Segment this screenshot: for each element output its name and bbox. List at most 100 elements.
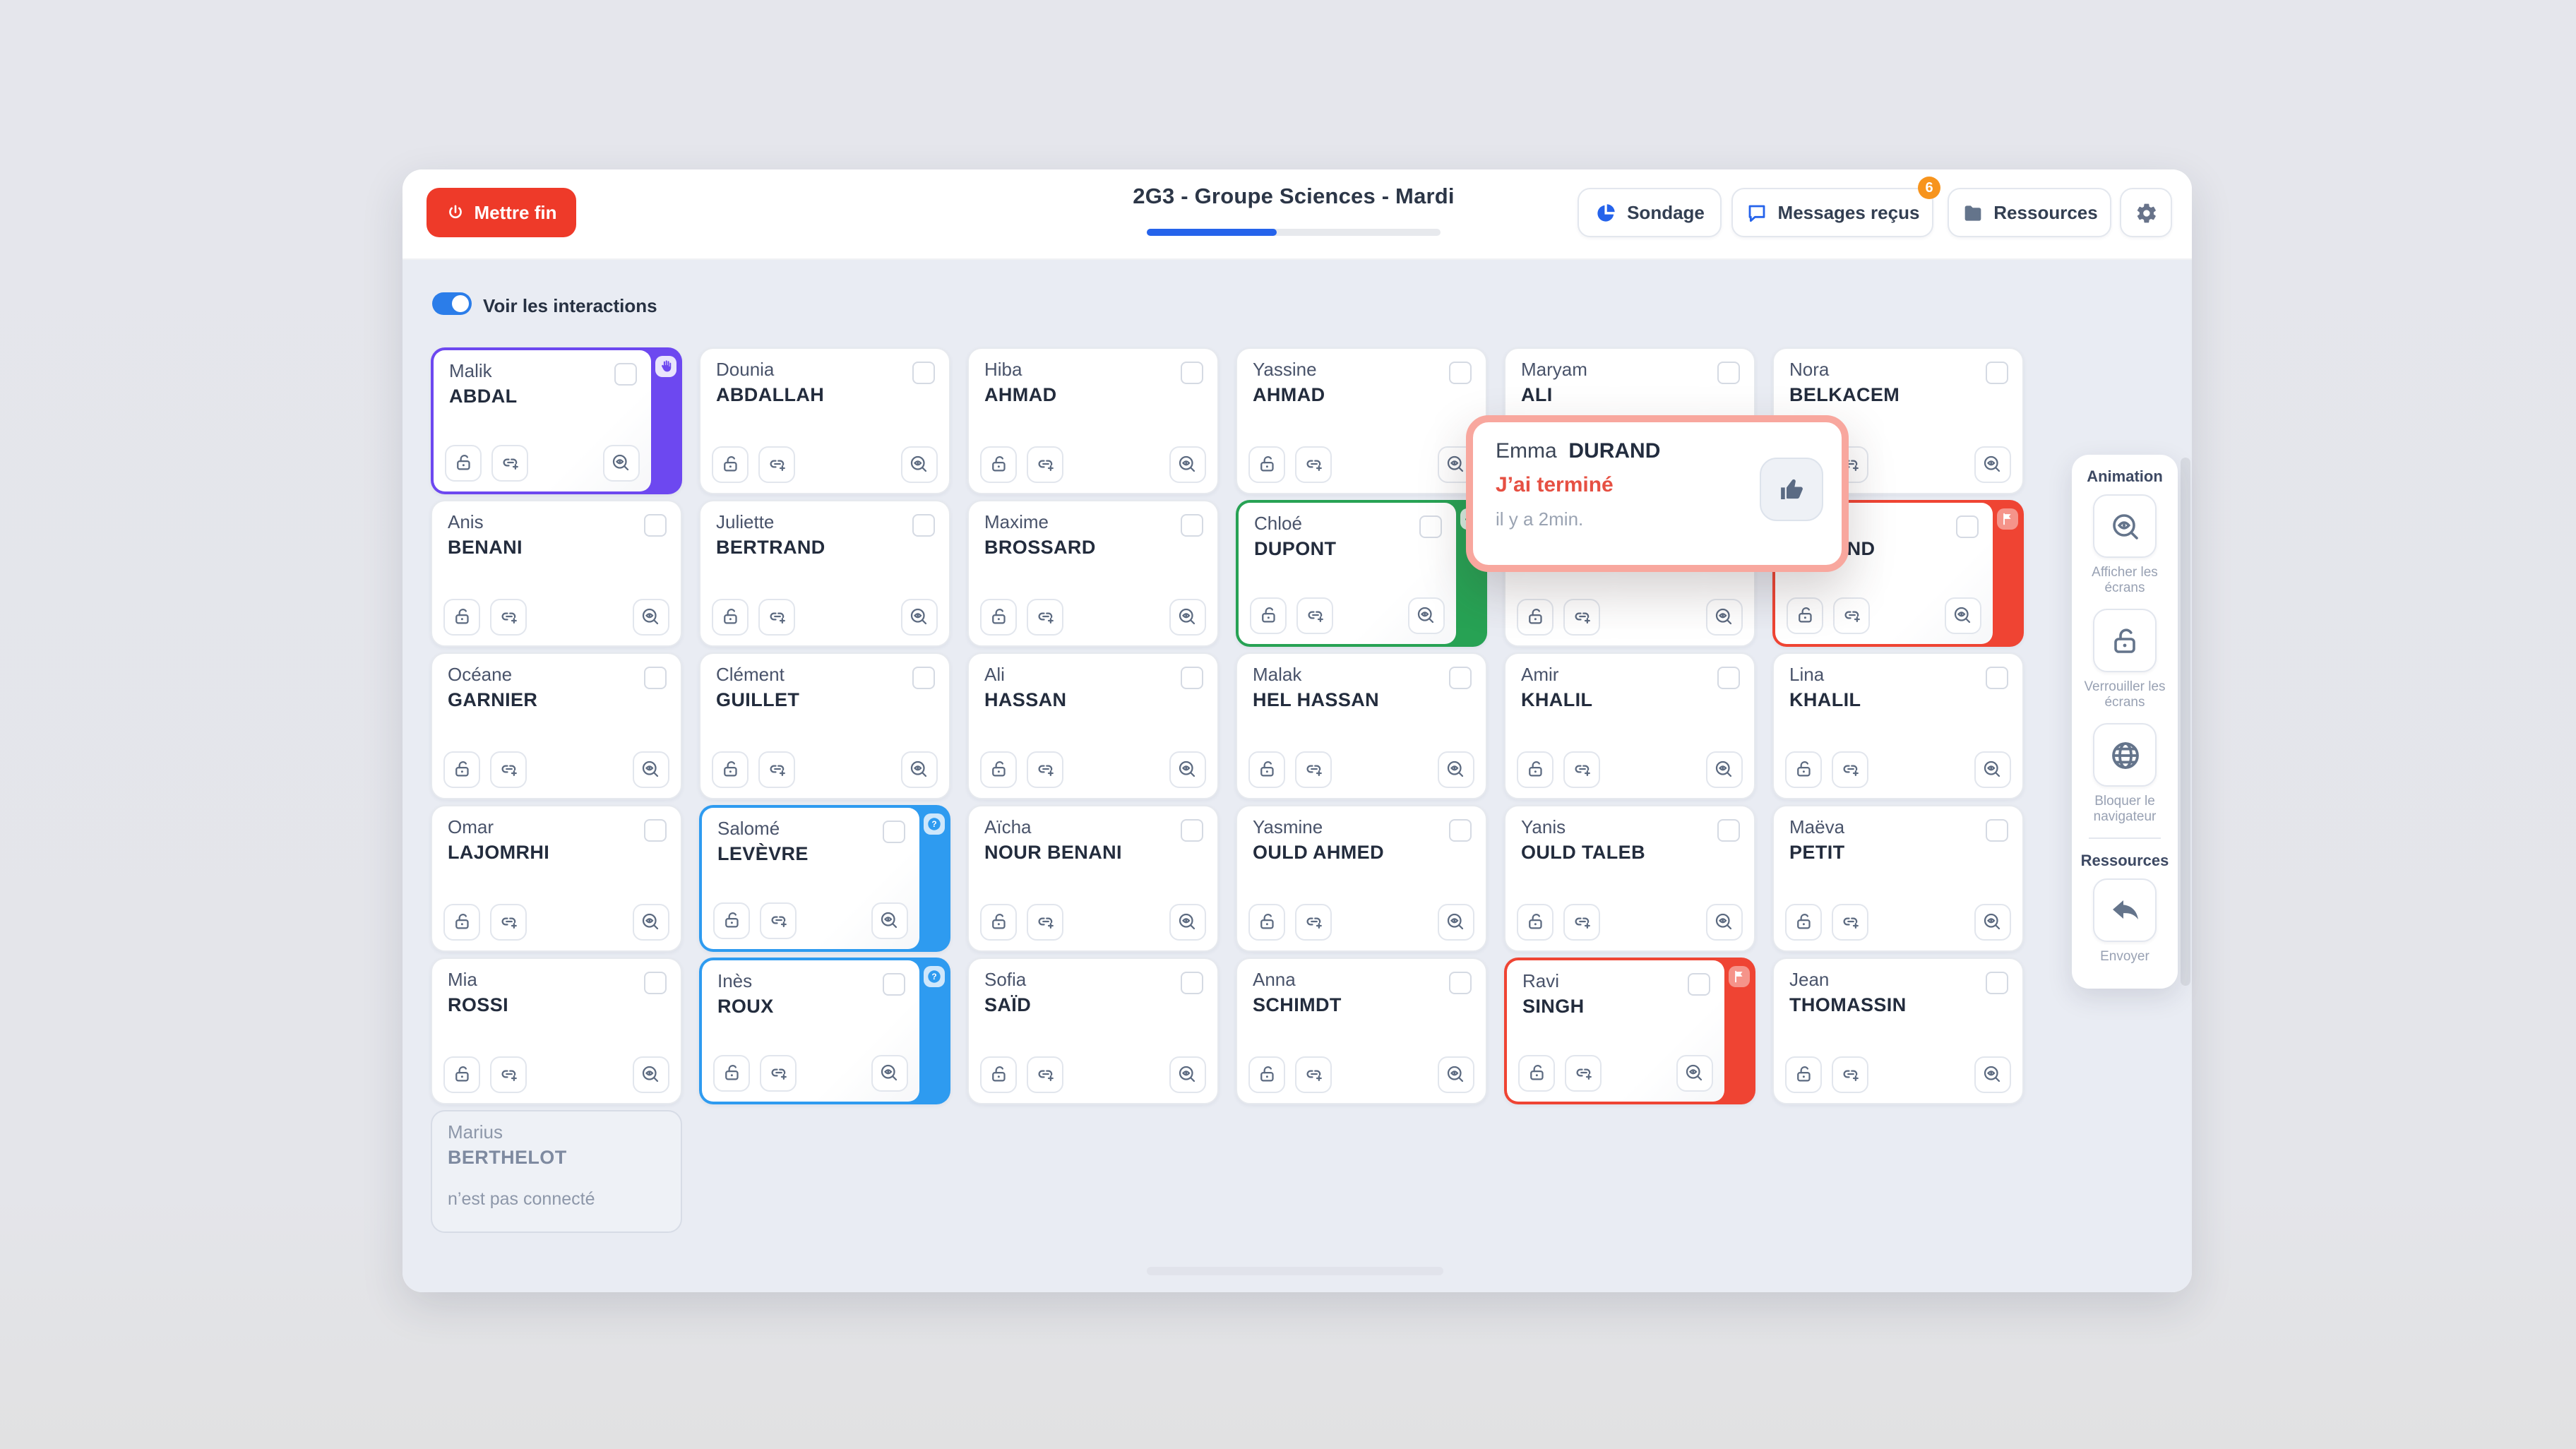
view-screen-button[interactable] — [1974, 903, 2010, 940]
student-select-checkbox[interactable] — [1419, 515, 1441, 538]
acknowledge-button[interactable] — [1760, 458, 1823, 521]
send-link-button[interactable] — [760, 1054, 797, 1091]
send-link-button[interactable] — [1296, 597, 1333, 633]
send-link-button[interactable] — [1027, 751, 1063, 787]
send-link-button[interactable] — [758, 446, 795, 482]
student-select-checkbox[interactable] — [1717, 362, 1739, 384]
student-select-checkbox[interactable] — [1985, 819, 2008, 842]
student-select-checkbox[interactable] — [882, 973, 905, 996]
lock-screen-button[interactable] — [1518, 1054, 1555, 1091]
view-screen-button[interactable] — [1169, 598, 1205, 635]
lock-screen-button[interactable] — [713, 1054, 750, 1091]
view-screen-button[interactable] — [1169, 446, 1205, 482]
lock-screen-button[interactable] — [712, 598, 749, 635]
student-select-checkbox[interactable] — [1180, 362, 1203, 384]
lock-screen-button[interactable] — [1250, 597, 1287, 633]
lock-screen-button[interactable] — [1787, 597, 1823, 633]
send-link-button[interactable] — [1295, 751, 1332, 787]
view-screen-button[interactable] — [1944, 597, 1981, 633]
send-link-button[interactable] — [490, 1056, 527, 1092]
sidebar-envoyer-button[interactable] — [2093, 878, 2157, 942]
send-link-button[interactable] — [490, 903, 527, 940]
view-screen-button[interactable] — [632, 598, 669, 635]
lock-screen-button[interactable] — [980, 1056, 1017, 1092]
lock-screen-button[interactable] — [980, 903, 1017, 940]
student-select-checkbox[interactable] — [912, 514, 934, 537]
lock-screen-button[interactable] — [1785, 1056, 1822, 1092]
send-link-button[interactable] — [491, 444, 528, 481]
send-link-button[interactable] — [1565, 1054, 1602, 1091]
view-screen-button[interactable] — [1705, 751, 1742, 787]
lock-screen-button[interactable] — [1248, 446, 1285, 482]
student-select-checkbox[interactable] — [1180, 972, 1203, 994]
student-select-checkbox[interactable] — [1955, 515, 1978, 538]
student-select-checkbox[interactable] — [912, 362, 934, 384]
view-screen-button[interactable] — [632, 903, 669, 940]
lock-screen-button[interactable] — [443, 903, 480, 940]
lock-screen-button[interactable] — [443, 598, 480, 635]
poll-button[interactable]: Sondage — [1578, 188, 1722, 237]
view-screen-button[interactable] — [1705, 903, 1742, 940]
send-link-button[interactable] — [1027, 446, 1063, 482]
show-interactions-toggle[interactable] — [432, 292, 472, 315]
view-screen-button[interactable] — [1169, 1056, 1205, 1092]
send-link-button[interactable] — [1295, 903, 1332, 940]
view-screen-button[interactable] — [1437, 903, 1474, 940]
student-select-checkbox[interactable] — [1985, 972, 2008, 994]
student-select-checkbox[interactable] — [643, 667, 666, 689]
messages-button[interactable]: Messages reçus — [1731, 188, 1933, 237]
student-select-checkbox[interactable] — [882, 821, 905, 843]
student-select-checkbox[interactable] — [1180, 667, 1203, 689]
send-link-button[interactable] — [1563, 751, 1600, 787]
lock-screen-button[interactable] — [980, 446, 1017, 482]
horizontal-scrollbar[interactable] — [1147, 1267, 1443, 1275]
send-link-button[interactable] — [490, 751, 527, 787]
send-link-button[interactable] — [758, 598, 795, 635]
resources-button[interactable]: Ressources — [1948, 188, 2111, 237]
student-select-checkbox[interactable] — [643, 972, 666, 994]
lock-screen-button[interactable] — [1248, 903, 1285, 940]
sidebar-verrouiller-les-crans-button[interactable] — [2093, 609, 2157, 672]
send-link-button[interactable] — [1027, 903, 1063, 940]
send-link-button[interactable] — [1563, 903, 1600, 940]
student-select-checkbox[interactable] — [643, 514, 666, 537]
send-link-button[interactable] — [1832, 751, 1868, 787]
lock-screen-button[interactable] — [980, 598, 1017, 635]
student-select-checkbox[interactable] — [643, 819, 666, 842]
lock-screen-button[interactable] — [712, 751, 749, 787]
student-select-checkbox[interactable] — [1448, 819, 1471, 842]
student-select-checkbox[interactable] — [1448, 667, 1471, 689]
lock-screen-button[interactable] — [1517, 751, 1554, 787]
send-link-button[interactable] — [1833, 597, 1870, 633]
send-link-button[interactable] — [758, 751, 795, 787]
lock-screen-button[interactable] — [1517, 903, 1554, 940]
view-screen-button[interactable] — [632, 1056, 669, 1092]
student-select-checkbox[interactable] — [614, 363, 636, 386]
send-link-button[interactable] — [1832, 1056, 1868, 1092]
lock-screen-button[interactable] — [712, 446, 749, 482]
sidebar-afficher-les-crans-button[interactable] — [2093, 494, 2157, 558]
lock-screen-button[interactable] — [713, 902, 750, 938]
student-select-checkbox[interactable] — [1985, 667, 2008, 689]
student-select-checkbox[interactable] — [1985, 362, 2008, 384]
view-screen-button[interactable] — [1407, 597, 1444, 633]
send-link-button[interactable] — [1832, 903, 1868, 940]
view-screen-button[interactable] — [1974, 1056, 2010, 1092]
lock-screen-button[interactable] — [443, 751, 480, 787]
lock-screen-button[interactable] — [1785, 903, 1822, 940]
view-screen-button[interactable] — [1437, 1056, 1474, 1092]
send-link-button[interactable] — [1295, 1056, 1332, 1092]
student-select-checkbox[interactable] — [1180, 514, 1203, 537]
send-link-button[interactable] — [1563, 598, 1600, 635]
view-screen-button[interactable] — [871, 1054, 907, 1091]
view-screen-button[interactable] — [1169, 751, 1205, 787]
lock-screen-button[interactable] — [980, 751, 1017, 787]
student-select-checkbox[interactable] — [1687, 973, 1710, 996]
student-select-checkbox[interactable] — [1717, 667, 1739, 689]
view-screen-button[interactable] — [1169, 903, 1205, 940]
view-screen-button[interactable] — [632, 751, 669, 787]
student-select-checkbox[interactable] — [1448, 972, 1471, 994]
sidebar-bloquer-le-navigateur-button[interactable] — [2093, 723, 2157, 787]
end-session-button[interactable]: Mettre fin — [427, 188, 576, 237]
view-screen-button[interactable] — [900, 598, 937, 635]
